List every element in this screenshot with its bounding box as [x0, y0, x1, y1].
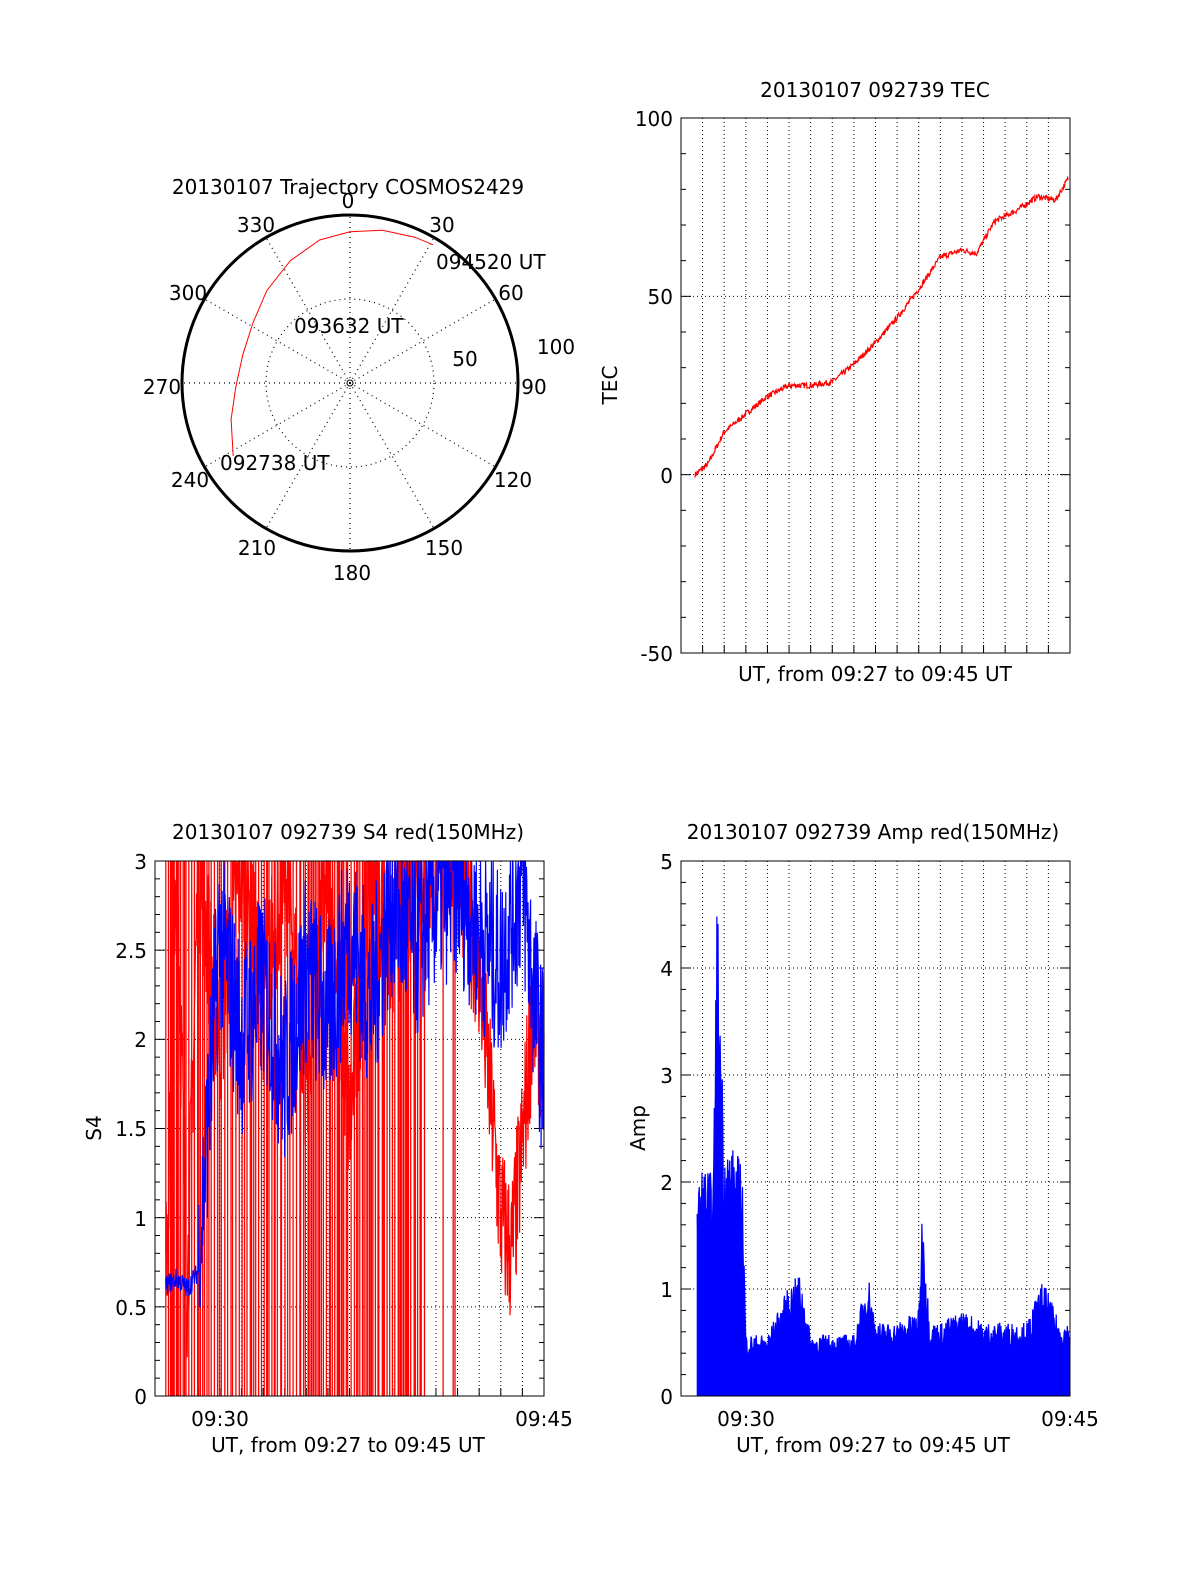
- amp-xtick-label: 09:45: [1041, 1407, 1099, 1431]
- amp-title: 20130107 092739 Amp red(150MHz): [687, 820, 1059, 844]
- azimuth-label: 60: [498, 281, 523, 305]
- polar-radial-label-100: 100: [537, 335, 575, 359]
- azimuth-label: 30: [429, 213, 454, 237]
- polar-spoke: [349, 298, 496, 384]
- s4-plot: 20130107 092739 S4 red(150MHz) 3 2.5 2 1…: [82, 820, 573, 1457]
- polar-azimuth-labels: 0 30 60 90 120 150 180 210 240 270 300 330: [143, 189, 547, 585]
- polar-spoke: [349, 237, 435, 384]
- amp-ytick-label: 1: [660, 1278, 673, 1302]
- trajectory-track: [230, 229, 434, 457]
- amp-ytick-label: 2: [660, 1171, 673, 1195]
- polar-spoke: [349, 382, 496, 468]
- s4-ytick-label: 3: [134, 850, 147, 874]
- trajectory-start-label: 092738 UT: [220, 451, 330, 475]
- amp-plot-frame: [680, 860, 1071, 1397]
- tec-ytick-label: -50: [640, 642, 673, 666]
- trajectory-mid-label: 093632 UT: [294, 314, 404, 338]
- amp-series-fill: [696, 916, 1071, 1396]
- tec-grid: [681, 117, 1070, 654]
- azimuth-label: 300: [169, 281, 207, 305]
- s4-ylabel: S4: [82, 1115, 106, 1140]
- amp-ytick-label: 3: [660, 1064, 673, 1088]
- amp-ytick-label: 0: [660, 1385, 673, 1409]
- azimuth-label: 330: [237, 213, 275, 237]
- trajectory-polar-plot: 20130107 Trajectory COSMOS2429 0 30 60 90 12…: [143, 175, 575, 585]
- trajectory-end-label: 094520 UT: [436, 250, 546, 274]
- s4-ticks: [155, 860, 544, 1397]
- amp-ytick-label: 4: [660, 957, 673, 981]
- amp-ytick-label: 5: [660, 850, 673, 874]
- tec-plot-frame: [680, 117, 1071, 654]
- polar-radial-label-50: 50: [452, 347, 477, 371]
- tec-ytick-label: 50: [648, 285, 673, 309]
- s4-ytick-label: 1: [134, 1207, 147, 1231]
- polar-spoke: [204, 298, 351, 384]
- s4-ytick-label: 0.5: [115, 1296, 147, 1320]
- azimuth-label: 90: [521, 375, 546, 399]
- tec-ytick-label: 0: [660, 464, 673, 488]
- s4-plot-frame: [154, 860, 545, 1397]
- s4-ytick-label: 1.5: [115, 1117, 147, 1141]
- polar-grid: [182, 215, 518, 551]
- tec-title: 20130107 092739 TEC: [760, 78, 990, 102]
- tec-plot: 20130107 092739 TEC 100 50 0 -50 TEC UT,…: [598, 78, 1071, 686]
- azimuth-label: 120: [494, 468, 532, 492]
- amp-plot: 20130107 092739 Amp red(150MHz) 5 4 3 2 …: [626, 820, 1099, 1457]
- s4-ytick-label: 0: [134, 1385, 147, 1409]
- amp-xlabel: UT, from 09:27 to 09:45 UT: [736, 1433, 1011, 1457]
- azimuth-label: 240: [171, 468, 209, 492]
- tec-ytick-label: 100: [635, 107, 673, 131]
- azimuth-label: 180: [333, 561, 371, 585]
- s4-blue-series-line: [165, 860, 545, 1308]
- tec-series-line: [694, 175, 1069, 478]
- s4-xlabel: UT, from 09:27 to 09:45 UT: [211, 1433, 486, 1457]
- s4-xtick-label: 09:30: [191, 1407, 249, 1431]
- s4-ytick-label: 2.5: [115, 939, 147, 963]
- amp-xtick-label: 09:30: [717, 1407, 775, 1431]
- s4-ytick-label: 2: [134, 1028, 147, 1052]
- tec-xlabel: UT, from 09:27 to 09:45 UT: [738, 662, 1013, 686]
- polar-ring-50: [265, 298, 435, 468]
- amp-ylabel: Amp: [626, 1105, 650, 1151]
- azimuth-label: 0: [342, 189, 355, 213]
- polar-outer-ring: [180, 213, 520, 553]
- trajectory-title: 20130107 Trajectory COSMOS2429: [172, 175, 524, 199]
- polar-spoke: [349, 382, 435, 529]
- tec-ylabel: TEC: [598, 366, 622, 406]
- polar-spoke: [204, 382, 351, 468]
- s4-xtick-label: 09:45: [515, 1407, 573, 1431]
- polar-spoke: [265, 237, 351, 384]
- azimuth-label: 210: [238, 536, 276, 560]
- polar-center: [346, 379, 354, 387]
- amp-series-line: [696, 916, 1071, 1358]
- azimuth-label: 270: [143, 375, 181, 399]
- s4-title: 20130107 092739 S4 red(150MHz): [172, 820, 524, 844]
- azimuth-label: 150: [425, 536, 463, 560]
